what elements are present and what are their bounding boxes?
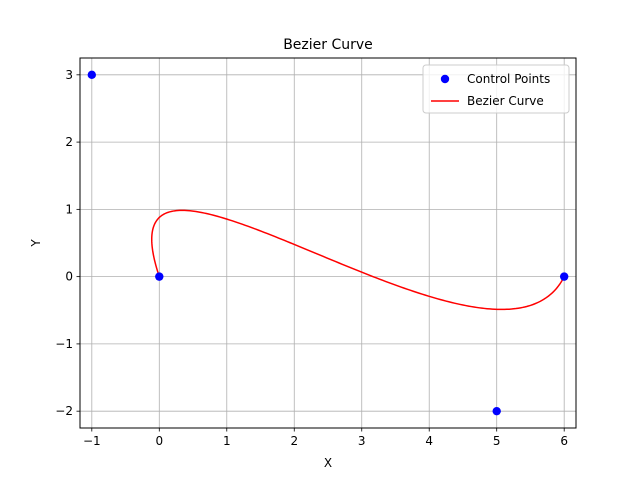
x-tick-label-0: −1 [83, 434, 101, 448]
control-point-3 [559, 272, 569, 281]
x-tick-label-6: 5 [493, 434, 501, 448]
plot-frame [79, 57, 577, 429]
x-tick-label-3: 2 [290, 434, 298, 448]
legend-marker-control-points [440, 74, 450, 84]
control-point-1 [87, 70, 97, 80]
x-tick-label-2: 1 [223, 434, 231, 448]
control-point-2 [492, 406, 501, 416]
series-layer [87, 70, 569, 416]
y-tick-label-2: 0 [65, 270, 73, 284]
y-axis-label: Y [29, 239, 43, 248]
x-tick-label-4: 3 [358, 434, 366, 448]
plot-area [80, 58, 576, 428]
y-tick-label-5: 3 [65, 68, 73, 82]
legend-label-0: Control Points [467, 72, 550, 86]
grid-lines [80, 58, 576, 428]
legend: Control Points Bezier Curve [422, 64, 570, 114]
x-tick-label-5: 4 [425, 434, 433, 448]
y-tick-label-4: 2 [65, 135, 73, 149]
chart-title: Bezier Curve [283, 37, 373, 53]
y-tick-label-1: −1 [55, 337, 73, 351]
control-point-0 [155, 272, 164, 281]
y-tick-label-0: −2 [55, 404, 73, 418]
y-tick-label-3: 1 [65, 202, 73, 216]
x-tick-label-1: 0 [155, 434, 163, 448]
bezier-curve-line [150, 209, 565, 311]
x-tick-label-7: 6 [560, 434, 568, 448]
legend-box [422, 64, 570, 114]
legend-label-1: Bezier Curve [467, 94, 544, 108]
axis-ticks: −1 0 1 2 3 4 5 6 −2 −1 0 1 2 3 [55, 68, 568, 448]
x-axis-label: X [324, 456, 332, 470]
